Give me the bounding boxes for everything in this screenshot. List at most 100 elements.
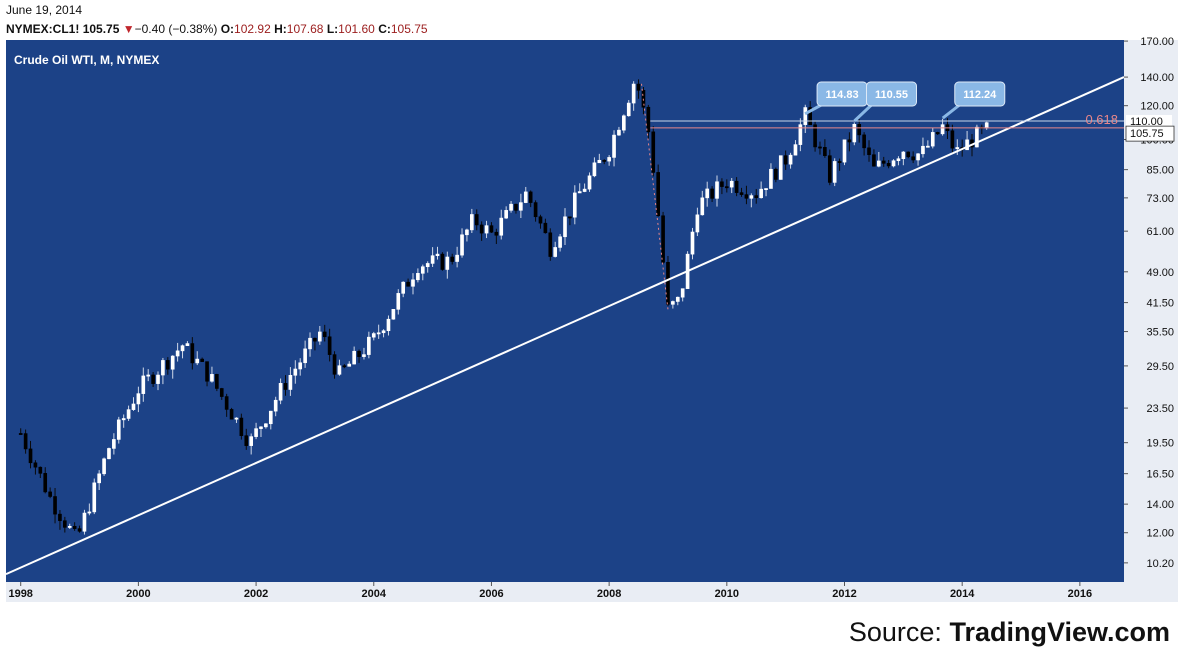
candle-up bbox=[391, 309, 396, 320]
callout-label: 110.55 bbox=[875, 89, 908, 101]
source-credit: Source: TradingView.com bbox=[849, 617, 1170, 648]
candle-down bbox=[283, 383, 288, 390]
y-tick-label: 16.50 bbox=[1146, 469, 1174, 481]
y-tick-label: 23.50 bbox=[1146, 403, 1174, 415]
low-value: 101.60 bbox=[338, 22, 375, 36]
candle-down bbox=[837, 161, 842, 163]
x-tick-label: 2016 bbox=[1068, 588, 1092, 600]
candle-up bbox=[308, 337, 312, 350]
candle-up bbox=[420, 266, 425, 274]
candle-down bbox=[808, 107, 812, 126]
candle-down bbox=[636, 83, 641, 91]
candle-up bbox=[401, 281, 406, 294]
candle-down bbox=[406, 281, 410, 287]
candle-up bbox=[509, 203, 513, 211]
candle-up bbox=[877, 160, 881, 167]
candle-down bbox=[827, 155, 832, 183]
candle-down bbox=[724, 186, 729, 189]
down-arrow-icon: ▼ bbox=[122, 22, 135, 36]
candle-up bbox=[92, 482, 97, 513]
candle-up bbox=[396, 293, 401, 310]
candle-down bbox=[219, 388, 224, 397]
candle-down bbox=[58, 513, 62, 522]
candle-down bbox=[744, 194, 749, 199]
callout-label: 114.83 bbox=[826, 89, 859, 101]
candle-up bbox=[587, 175, 592, 190]
candle-up bbox=[97, 473, 101, 484]
candle-up bbox=[210, 374, 214, 382]
candle-up bbox=[156, 374, 160, 384]
candle-up bbox=[504, 210, 508, 219]
y-tick-label: 12.00 bbox=[1146, 528, 1174, 540]
candle-up bbox=[298, 362, 303, 370]
candle-up bbox=[180, 345, 185, 352]
candle-down bbox=[322, 331, 327, 338]
candle-up bbox=[470, 214, 474, 231]
candle-up bbox=[769, 168, 773, 189]
candle-up bbox=[185, 343, 190, 346]
candle-down bbox=[494, 231, 499, 236]
candle-up bbox=[597, 159, 602, 164]
y-tick-label: 29.50 bbox=[1146, 361, 1174, 373]
candle-down bbox=[53, 496, 57, 515]
candle-up bbox=[136, 393, 141, 405]
candle-up bbox=[798, 124, 803, 145]
candle-up bbox=[288, 374, 293, 390]
candle-up bbox=[607, 157, 611, 162]
y-tick-label: 41.50 bbox=[1146, 298, 1174, 310]
candle-up bbox=[612, 134, 616, 158]
candle-down bbox=[602, 159, 607, 162]
candle-up bbox=[386, 318, 391, 332]
y-tick-label: 73.00 bbox=[1146, 193, 1174, 205]
candle-down bbox=[239, 417, 244, 436]
candle-up bbox=[729, 180, 734, 188]
open-label: O: bbox=[220, 22, 235, 36]
candle-up bbox=[146, 374, 151, 377]
candle-down bbox=[528, 191, 533, 203]
candle-up bbox=[582, 188, 587, 192]
candle-down bbox=[774, 168, 778, 180]
candle-down bbox=[754, 195, 759, 199]
candles-layer bbox=[18, 79, 989, 535]
y-tick-label: 19.50 bbox=[1146, 438, 1174, 450]
candle-up bbox=[352, 350, 356, 365]
candle-up bbox=[749, 195, 754, 199]
candle-down bbox=[63, 520, 67, 528]
candle-down bbox=[489, 225, 494, 233]
candle-up bbox=[842, 139, 847, 163]
candle-down bbox=[710, 188, 714, 199]
candle-up bbox=[680, 288, 685, 298]
close-label: C: bbox=[378, 22, 391, 36]
candle-up bbox=[930, 132, 935, 147]
candle-up bbox=[131, 403, 136, 410]
candle-down bbox=[847, 139, 852, 143]
candle-down bbox=[48, 491, 52, 497]
candle-up bbox=[293, 368, 298, 376]
support-trendline bbox=[5, 76, 1125, 576]
candle-up bbox=[553, 247, 558, 257]
candle-down bbox=[881, 160, 886, 164]
candle-up bbox=[381, 330, 386, 334]
y-tick-label: 35.50 bbox=[1146, 327, 1174, 339]
x-tick-label: 1998 bbox=[8, 588, 32, 600]
candle-down bbox=[935, 132, 940, 135]
price-change: −0.40 (−0.38%) bbox=[134, 22, 218, 36]
candle-up bbox=[803, 107, 808, 125]
candle-up bbox=[695, 214, 700, 233]
candle-up bbox=[318, 331, 322, 342]
candle-up bbox=[577, 191, 582, 194]
candle-up bbox=[347, 363, 352, 367]
candle-down bbox=[538, 216, 543, 224]
candle-up bbox=[278, 383, 283, 401]
candle-up bbox=[563, 216, 567, 238]
candle-up bbox=[116, 419, 121, 440]
candle-down bbox=[327, 336, 332, 355]
candle-down bbox=[867, 147, 871, 156]
candle-down bbox=[18, 433, 23, 435]
candle-down bbox=[783, 155, 788, 165]
candle-up bbox=[376, 332, 381, 335]
x-tick-label: 2004 bbox=[362, 588, 387, 600]
candle-up bbox=[852, 124, 857, 143]
candle-up bbox=[891, 160, 896, 167]
